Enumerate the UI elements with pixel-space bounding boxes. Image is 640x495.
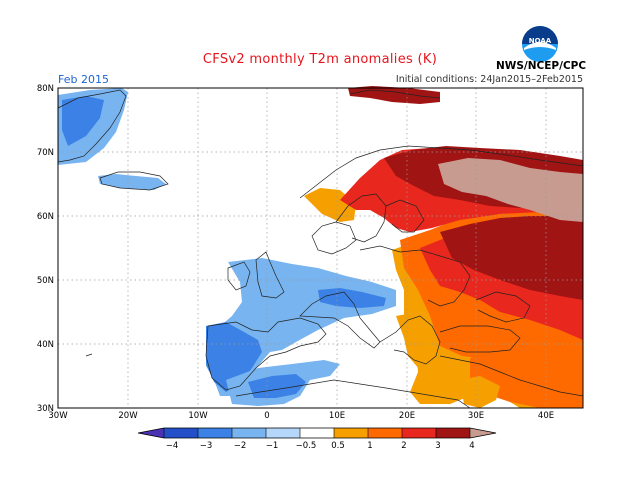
colorbar-label: −0.5: [296, 441, 317, 451]
warm-field-turkey-red: [470, 354, 583, 408]
colorbar: −4 −3 −2 −1 −0.5 0.5 1 2 3 4: [137, 427, 497, 451]
lat-label: 80N: [37, 84, 54, 94]
lat-label: 40N: [37, 340, 54, 350]
colorbar-label: 1: [367, 441, 372, 451]
forecast-month: Feb 2015: [58, 73, 109, 86]
warm-field-arabia-orange: [460, 376, 500, 408]
cold-field-iberia-deep: [206, 322, 262, 392]
map-area: [57, 86, 584, 409]
lon-label: 20E: [399, 411, 415, 421]
colorbar-bin: [266, 428, 300, 438]
colorbar-label: 0.5: [331, 441, 345, 451]
initial-conditions: Initial conditions: 24Jan2015–2Feb2015: [395, 74, 583, 85]
warm-field-arctic-darkred: [348, 86, 440, 104]
cold-anomaly-fields: [58, 88, 396, 406]
lat-label: 70N: [37, 148, 54, 158]
colorbar-label: −2: [234, 441, 247, 451]
colorbar-label: −1: [266, 441, 279, 451]
lon-axis: 30W 20W 10W 0 10E 20E 30E 40E: [48, 411, 554, 421]
lon-label: 0: [264, 411, 269, 421]
colorbar-label: 3: [435, 441, 440, 451]
lon-label: 10E: [329, 411, 345, 421]
colorbar-label: 4: [469, 441, 474, 451]
cold-field-alps: [318, 288, 386, 308]
colorbar-bin: [402, 428, 436, 438]
coastlines: [57, 89, 584, 409]
warm-field-urals-darkred: [440, 214, 583, 300]
colorbar-left-tip: [138, 428, 164, 438]
lon-label: 20W: [118, 411, 138, 421]
colorbar-right-tip: [470, 428, 496, 438]
colorbar-label: −4: [166, 441, 179, 451]
lat-axis: 80N 70N 60N 50N 40N 30N: [37, 84, 54, 414]
lat-label: 30N: [37, 404, 54, 414]
colorbar-bin: [198, 428, 232, 438]
colorbar-bin: [368, 428, 402, 438]
lon-label: 30W: [48, 411, 68, 421]
lat-label: 60N: [37, 212, 54, 222]
logo-text: NOAA: [529, 37, 552, 45]
cold-field-north-africa-deep: [248, 374, 306, 398]
lat-label: 50N: [37, 276, 54, 286]
map-title: CFSv2 monthly T2m anomalies (K): [202, 52, 438, 67]
cold-field-greenland-deep: [62, 96, 104, 146]
warm-field-ne-pink: [438, 158, 583, 222]
colorbar-label: 2: [401, 441, 406, 451]
noaa-logo: NOAA: [520, 24, 560, 68]
colorbar-bin: [436, 428, 470, 438]
colorbar-label: −3: [200, 441, 213, 451]
colorbar-bin: [300, 428, 334, 438]
cold-field-iceland: [98, 174, 166, 190]
lon-label: 30E: [468, 411, 484, 421]
lon-label: 10W: [188, 411, 208, 421]
lon-label: 40E: [538, 411, 554, 421]
colorbar-bin: [232, 428, 266, 438]
warm-field-scandinavia-orange: [304, 188, 356, 222]
warm-anomaly-fields: [304, 86, 583, 408]
agency-label: NWS/NCEP/CPC: [496, 60, 587, 72]
colorbar-bin: [164, 428, 198, 438]
colorbar-bin: [334, 428, 368, 438]
